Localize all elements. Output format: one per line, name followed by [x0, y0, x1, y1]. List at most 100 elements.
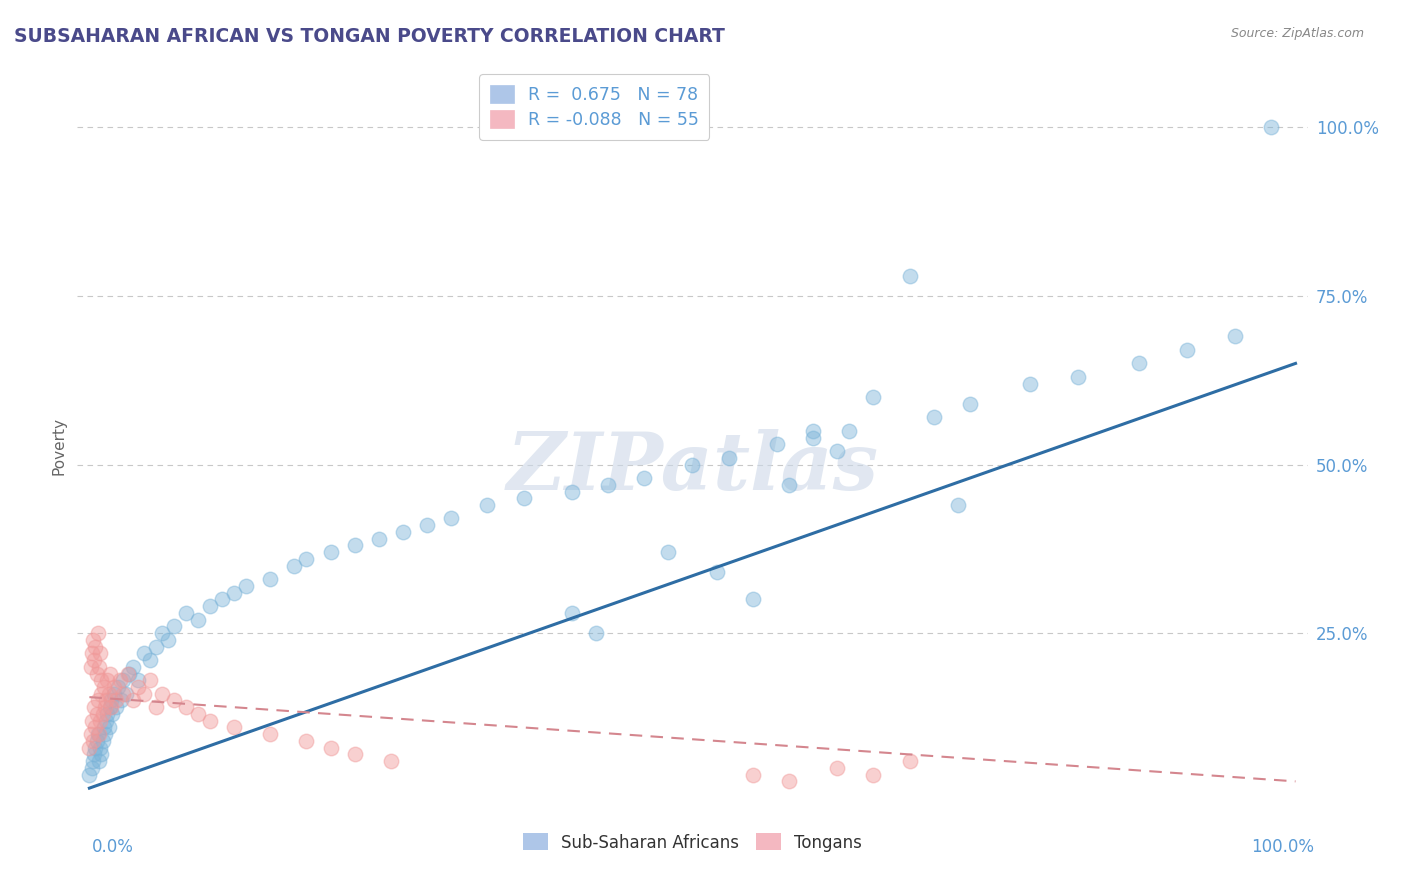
Point — [922, 410, 945, 425]
Text: ZIPatlas: ZIPatlas — [506, 429, 879, 507]
Text: SUBSAHARAN AFRICAN VS TONGAN POVERTY CORRELATION CHART: SUBSAHARAN AFRICAN VS TONGAN POVERTY COR… — [14, 27, 725, 45]
Point — [87, 727, 110, 741]
Point — [86, 734, 108, 748]
Point — [87, 626, 110, 640]
Point — [82, 754, 104, 768]
Point — [741, 767, 763, 781]
Point — [84, 740, 107, 755]
Point — [96, 714, 118, 728]
Point — [174, 700, 197, 714]
Point — [367, 532, 389, 546]
Point — [104, 700, 127, 714]
Text: Source: ZipAtlas.com: Source: ZipAtlas.com — [1230, 27, 1364, 40]
Point — [1225, 329, 1247, 343]
Point — [959, 397, 981, 411]
Point — [174, 606, 197, 620]
Point — [83, 747, 105, 762]
Point — [512, 491, 534, 506]
Point — [80, 761, 103, 775]
Point — [87, 693, 110, 707]
Point — [156, 632, 179, 647]
Point — [89, 740, 111, 755]
Point — [682, 458, 704, 472]
Point — [801, 431, 824, 445]
Point — [114, 687, 136, 701]
Point — [898, 268, 921, 283]
Point — [82, 632, 104, 647]
Point — [83, 700, 105, 714]
Point — [90, 687, 112, 701]
Point — [585, 626, 607, 640]
Point — [103, 680, 125, 694]
Point — [145, 700, 167, 714]
Point — [110, 693, 132, 707]
Text: 0.0%: 0.0% — [91, 838, 134, 855]
Point — [946, 498, 969, 512]
Point — [90, 673, 112, 688]
Point — [83, 653, 105, 667]
Point — [1175, 343, 1198, 357]
Point — [295, 552, 318, 566]
Point — [93, 721, 115, 735]
Point — [741, 592, 763, 607]
Point — [93, 680, 115, 694]
Point — [706, 566, 728, 580]
Point — [1260, 120, 1282, 135]
Point — [103, 687, 125, 701]
Point — [187, 706, 209, 721]
Point — [94, 727, 117, 741]
Point — [477, 498, 499, 512]
Point — [132, 646, 155, 660]
Point — [898, 754, 921, 768]
Point — [392, 524, 415, 539]
Point — [127, 680, 149, 694]
Point — [96, 673, 118, 688]
Point — [97, 721, 120, 735]
Point — [112, 673, 135, 688]
Point — [118, 666, 141, 681]
Point — [319, 545, 342, 559]
Point — [108, 673, 131, 688]
Point — [150, 687, 173, 701]
Point — [862, 390, 884, 404]
Point — [198, 714, 221, 728]
Point — [657, 545, 679, 559]
Point — [295, 734, 318, 748]
Point — [416, 518, 439, 533]
Point — [1019, 376, 1042, 391]
Point — [343, 538, 366, 552]
Point — [121, 660, 143, 674]
Point — [117, 666, 139, 681]
Point — [561, 484, 583, 499]
Point — [224, 721, 246, 735]
Point — [187, 613, 209, 627]
Point — [150, 626, 173, 640]
Point — [1067, 370, 1090, 384]
Point — [80, 646, 103, 660]
Point — [98, 700, 121, 714]
Point — [319, 740, 342, 755]
Point — [838, 424, 860, 438]
Point — [96, 693, 118, 707]
Point — [84, 721, 107, 735]
Point — [96, 706, 118, 721]
Point — [163, 693, 186, 707]
Point — [380, 754, 402, 768]
Point — [825, 761, 848, 775]
Point — [132, 687, 155, 701]
Point — [862, 767, 884, 781]
Point — [82, 734, 104, 748]
Point — [86, 706, 108, 721]
Point — [100, 700, 122, 714]
Point — [101, 706, 124, 721]
Point — [259, 727, 281, 741]
Point — [138, 653, 160, 667]
Point — [163, 619, 186, 633]
Point — [80, 714, 103, 728]
Point — [79, 740, 101, 755]
Point — [91, 734, 114, 748]
Point — [145, 640, 167, 654]
Point — [107, 680, 129, 694]
Point — [87, 754, 110, 768]
Point — [633, 471, 655, 485]
